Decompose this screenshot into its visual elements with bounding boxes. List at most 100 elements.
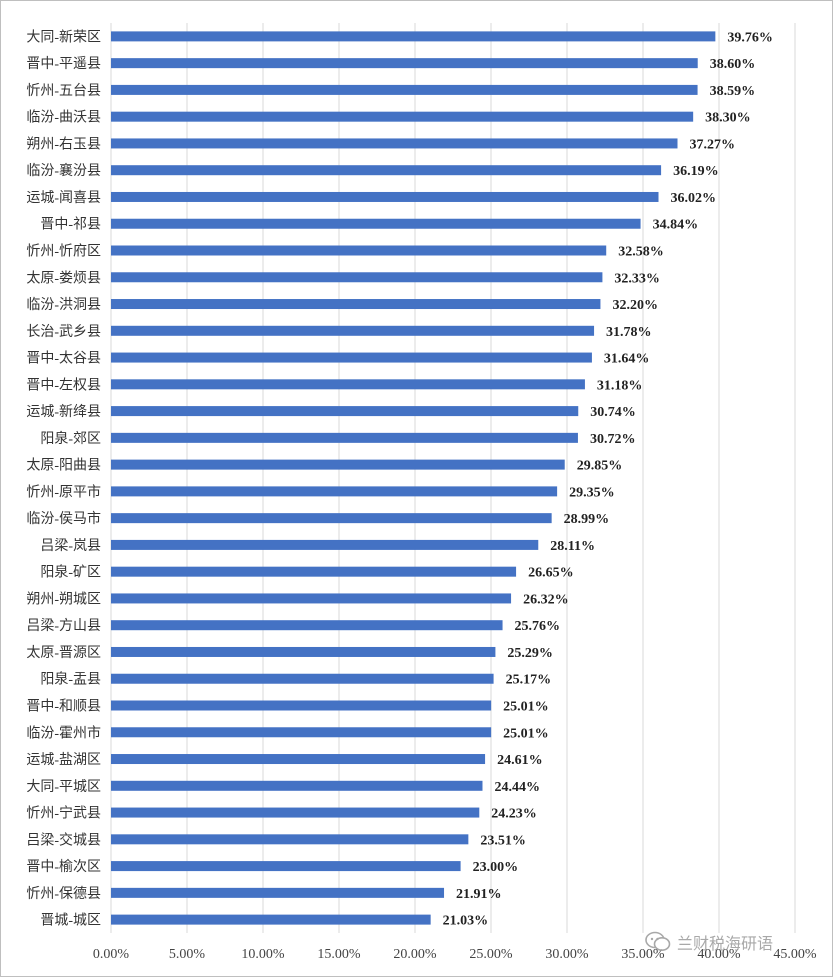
bar bbox=[111, 646, 496, 657]
data-label: 24.44% bbox=[494, 780, 540, 795]
x-tick-label: 10.00% bbox=[241, 947, 285, 962]
bar bbox=[111, 245, 607, 256]
data-label: 24.61% bbox=[497, 753, 543, 768]
category-label: 临汾-襄汾县 bbox=[26, 163, 101, 179]
category-label: 太原-娄烦县 bbox=[26, 270, 101, 286]
data-label: 25.29% bbox=[507, 646, 552, 661]
x-tick-label: 45.00% bbox=[773, 947, 817, 962]
bar bbox=[111, 700, 492, 711]
category-label: 吕梁-方山县 bbox=[26, 618, 101, 634]
category-label: 忻州-忻府区 bbox=[26, 244, 101, 260]
data-label: 38.59% bbox=[710, 84, 756, 99]
wechat-icon bbox=[645, 931, 671, 953]
bar bbox=[111, 58, 698, 69]
category-label: 忻州-保德县 bbox=[26, 886, 101, 902]
data-label: 34.84% bbox=[653, 218, 699, 233]
bar bbox=[111, 191, 659, 202]
x-axis-ticks: 0.00% 5.00% 10.00% 15.00% 20.00% 25.00% 30.00%… bbox=[93, 947, 817, 962]
bar bbox=[111, 272, 603, 283]
category-label: 阳泉-郊区 bbox=[40, 430, 101, 447]
data-label: 32.33% bbox=[614, 271, 660, 286]
bar bbox=[111, 459, 565, 470]
bar bbox=[111, 325, 595, 336]
data-label: 23.00% bbox=[473, 860, 518, 875]
category-label: 吕梁-交城县 bbox=[26, 831, 101, 848]
x-tick-label: 30.00% bbox=[545, 947, 589, 962]
bar bbox=[111, 620, 503, 631]
category-label: 太原-晋源区 bbox=[26, 645, 101, 661]
bar bbox=[111, 432, 578, 443]
category-label: 阳泉-矿区 bbox=[40, 564, 101, 581]
data-label: 23.51% bbox=[480, 833, 526, 848]
data-label: 25.01% bbox=[503, 726, 548, 741]
category-label: 晋中-左权县 bbox=[26, 377, 101, 393]
category-label: 大同-平城区 bbox=[26, 779, 101, 795]
category-label: 晋中-榆次区 bbox=[26, 859, 101, 875]
data-label: 28.11% bbox=[550, 539, 595, 554]
category-labels: 大同-新荣区晋中-平遥县忻州-五台县临汾-曲沃县朔州-右玉县临汾-襄汾县运城-闻… bbox=[26, 29, 101, 928]
category-label: 忻州-原平市 bbox=[26, 483, 101, 500]
category-label: 忻州-五台县 bbox=[26, 83, 101, 99]
category-label: 晋中-和顺县 bbox=[26, 699, 101, 715]
x-tick-label: 0.00% bbox=[93, 947, 130, 962]
bar bbox=[111, 914, 431, 925]
bar bbox=[111, 84, 698, 95]
category-label: 阳泉-盂县 bbox=[40, 671, 101, 688]
bars bbox=[111, 31, 716, 925]
bar bbox=[111, 780, 483, 791]
data-label: 31.64% bbox=[604, 352, 650, 367]
data-label: 38.30% bbox=[705, 111, 751, 126]
data-label: 29.85% bbox=[577, 459, 623, 474]
bar bbox=[111, 111, 694, 122]
bar bbox=[111, 727, 492, 738]
category-label: 吕梁-岚县 bbox=[40, 538, 101, 554]
data-label: 30.74% bbox=[590, 405, 636, 420]
bar bbox=[111, 31, 716, 42]
bar bbox=[111, 218, 641, 229]
x-tick-label: 20.00% bbox=[393, 947, 437, 962]
data-label: 31.18% bbox=[597, 378, 643, 393]
data-label: 21.03% bbox=[443, 914, 489, 929]
data-label: 36.19% bbox=[673, 164, 719, 179]
data-label: 31.78% bbox=[606, 325, 652, 340]
bar bbox=[111, 299, 601, 310]
watermark: 兰财税海研语 bbox=[645, 930, 773, 954]
watermark-text: 兰财税海研语 bbox=[677, 934, 774, 953]
category-label: 大同-新荣区 bbox=[26, 29, 101, 45]
data-label: 25.01% bbox=[503, 700, 548, 715]
data-label: 21.91% bbox=[456, 887, 502, 902]
bar bbox=[111, 138, 678, 149]
category-label: 朔州-朔城区 bbox=[26, 591, 101, 607]
bar bbox=[111, 754, 486, 765]
bar bbox=[111, 834, 469, 845]
bar bbox=[111, 887, 445, 898]
data-label: 39.76% bbox=[727, 30, 773, 45]
data-label: 38.60% bbox=[710, 57, 756, 72]
bar bbox=[111, 566, 517, 577]
category-label: 运城-闻喜县 bbox=[26, 190, 101, 206]
data-label: 26.32% bbox=[523, 592, 569, 607]
data-label: 28.99% bbox=[564, 512, 610, 527]
category-label: 太原-阳曲县 bbox=[26, 458, 101, 474]
data-label: 24.23% bbox=[491, 807, 537, 822]
category-label: 忻州-宁武县 bbox=[26, 805, 101, 822]
data-label: 26.65% bbox=[528, 566, 574, 581]
data-label: 25.17% bbox=[506, 673, 551, 688]
category-label: 晋城-城区 bbox=[40, 913, 101, 929]
data-label: 32.58% bbox=[618, 245, 664, 260]
x-tick-label: 15.00% bbox=[317, 947, 361, 962]
data-labels: 39.76% 38.60% 38.59% 38.30% 37.27% 36.19% 36.0… bbox=[443, 30, 773, 928]
bar bbox=[111, 593, 512, 604]
bar bbox=[111, 807, 480, 818]
x-tick-label: 25.00% bbox=[469, 947, 513, 962]
x-tick-label: 35.00% bbox=[621, 947, 665, 962]
category-label: 晋中-平遥县 bbox=[26, 56, 101, 72]
data-label: 36.02% bbox=[671, 191, 717, 206]
bar bbox=[111, 486, 558, 497]
category-label: 临汾-洪洞县 bbox=[26, 297, 101, 313]
bar bbox=[111, 513, 552, 524]
x-tick-label: 40.00% bbox=[697, 947, 741, 962]
category-label: 临汾-侯马市 bbox=[26, 510, 101, 527]
